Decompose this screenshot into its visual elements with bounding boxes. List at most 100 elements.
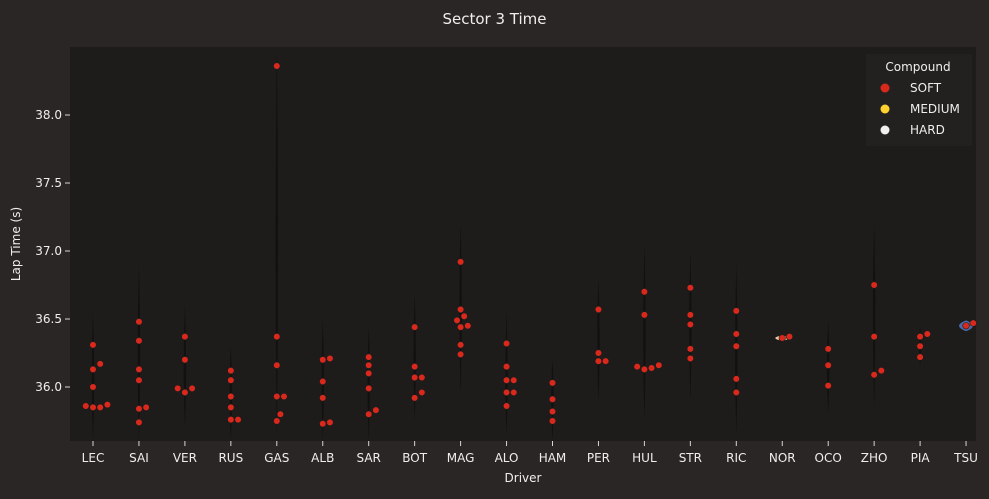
point-alo	[502, 376, 511, 384]
point-str	[686, 284, 694, 292]
point-alo	[502, 339, 511, 348]
x-axis-label: Driver	[505, 471, 542, 485]
point-ver	[181, 333, 189, 341]
x-tick-label-gas: GAS	[264, 451, 289, 465]
point-sai	[142, 403, 150, 412]
point-alb	[319, 377, 327, 386]
point-zho	[870, 371, 878, 379]
point-per	[594, 357, 603, 365]
legend-marker-soft	[880, 83, 890, 93]
point-zho	[870, 333, 878, 341]
point-mag	[457, 350, 465, 358]
y-tick-label: 38.0	[35, 108, 62, 122]
legend-marker-medium	[880, 104, 890, 114]
point-lec	[96, 360, 104, 368]
point-gas	[273, 361, 281, 369]
point-lec	[103, 401, 111, 409]
point-pia	[916, 342, 924, 350]
legend-label-medium: MEDIUM	[910, 102, 960, 116]
point-sar	[365, 410, 373, 418]
point-ric	[732, 330, 740, 338]
x-tick-label-nor: NOR	[769, 451, 796, 465]
point-ric	[732, 307, 740, 315]
point-mag	[457, 258, 465, 266]
point-alb	[319, 420, 327, 428]
point-bot	[411, 363, 419, 371]
x-tick-label-sai: SAI	[129, 451, 149, 465]
y-tick-label: 37.0	[35, 244, 62, 258]
point-ham	[548, 379, 557, 387]
point-str	[686, 311, 694, 319]
point-rus	[227, 416, 235, 424]
point-pia	[923, 330, 931, 338]
point-ric	[732, 375, 740, 383]
point-gas	[273, 333, 281, 341]
point-gas	[273, 392, 281, 401]
chart-title: Sector 3 Time	[442, 10, 546, 28]
x-tick-label-rus: RUS	[218, 451, 243, 465]
point-oco	[824, 382, 832, 390]
x-tick-label-mag: MAG	[447, 451, 475, 465]
point-alo	[502, 388, 511, 397]
point-gas	[276, 410, 285, 418]
point-sai	[135, 405, 143, 413]
point-mag	[464, 322, 472, 330]
point-hul	[640, 288, 649, 296]
point-bot	[411, 373, 419, 382]
x-tick-label-ham: HAM	[539, 451, 567, 465]
point-ric	[732, 342, 740, 350]
x-tick-label-oco: OCO	[815, 451, 842, 465]
x-tick-label-hul: HUL	[632, 451, 657, 465]
point-sar	[365, 369, 373, 378]
point-alb	[326, 354, 334, 363]
point-tsu	[969, 319, 977, 327]
x-tick-label-alb: ALB	[311, 451, 334, 465]
y-tick-label: 36.5	[35, 312, 62, 326]
point-rus	[227, 392, 235, 401]
point-mag	[457, 323, 465, 331]
point-sai	[135, 376, 143, 384]
violin-sai	[137, 264, 141, 441]
point-hul	[655, 361, 663, 369]
x-tick-label-zho: ZHO	[861, 451, 888, 465]
point-alo	[502, 363, 511, 371]
point-tsu	[962, 322, 970, 330]
y-axis-label: Lap Time (s)	[9, 207, 23, 281]
x-tick-label-tsu: TSU	[953, 451, 978, 465]
point-sai	[135, 318, 143, 326]
point-sai	[135, 365, 143, 373]
x-tick-label-lec: LEC	[82, 451, 105, 465]
violin-gas	[275, 47, 279, 441]
point-sar	[365, 384, 373, 392]
point-sai	[135, 418, 143, 426]
point-per	[602, 357, 610, 365]
x-tick-label-per: PER	[587, 451, 610, 465]
point-rus	[227, 376, 235, 384]
legend-label-soft: SOFT	[910, 81, 942, 95]
point-hul	[640, 311, 649, 319]
point-rus	[227, 403, 235, 412]
point-nor	[778, 334, 786, 342]
point-hul	[640, 365, 649, 373]
point-oco	[824, 361, 832, 369]
x-tick-label-str: STR	[679, 451, 702, 465]
point-gas	[280, 392, 288, 401]
point-str	[686, 320, 694, 329]
point-hul	[647, 364, 656, 372]
x-tick-label-bot: BOT	[402, 451, 427, 465]
x-axis: LEC SAI VER RUS GAS ALB SAR BOT MAG ALO HAM PER HUL S…	[82, 441, 978, 465]
point-alb	[319, 394, 327, 402]
point-per	[594, 349, 603, 357]
point-zho	[870, 281, 878, 289]
point-mag	[460, 312, 468, 320]
point-bot	[411, 323, 419, 331]
point-alo	[502, 402, 511, 410]
point-ver	[174, 384, 182, 392]
point-alb	[326, 418, 334, 426]
point-zho	[877, 367, 885, 375]
legend-marker-hard	[880, 125, 890, 135]
point-lec	[96, 403, 104, 412]
point-sai	[135, 337, 143, 345]
